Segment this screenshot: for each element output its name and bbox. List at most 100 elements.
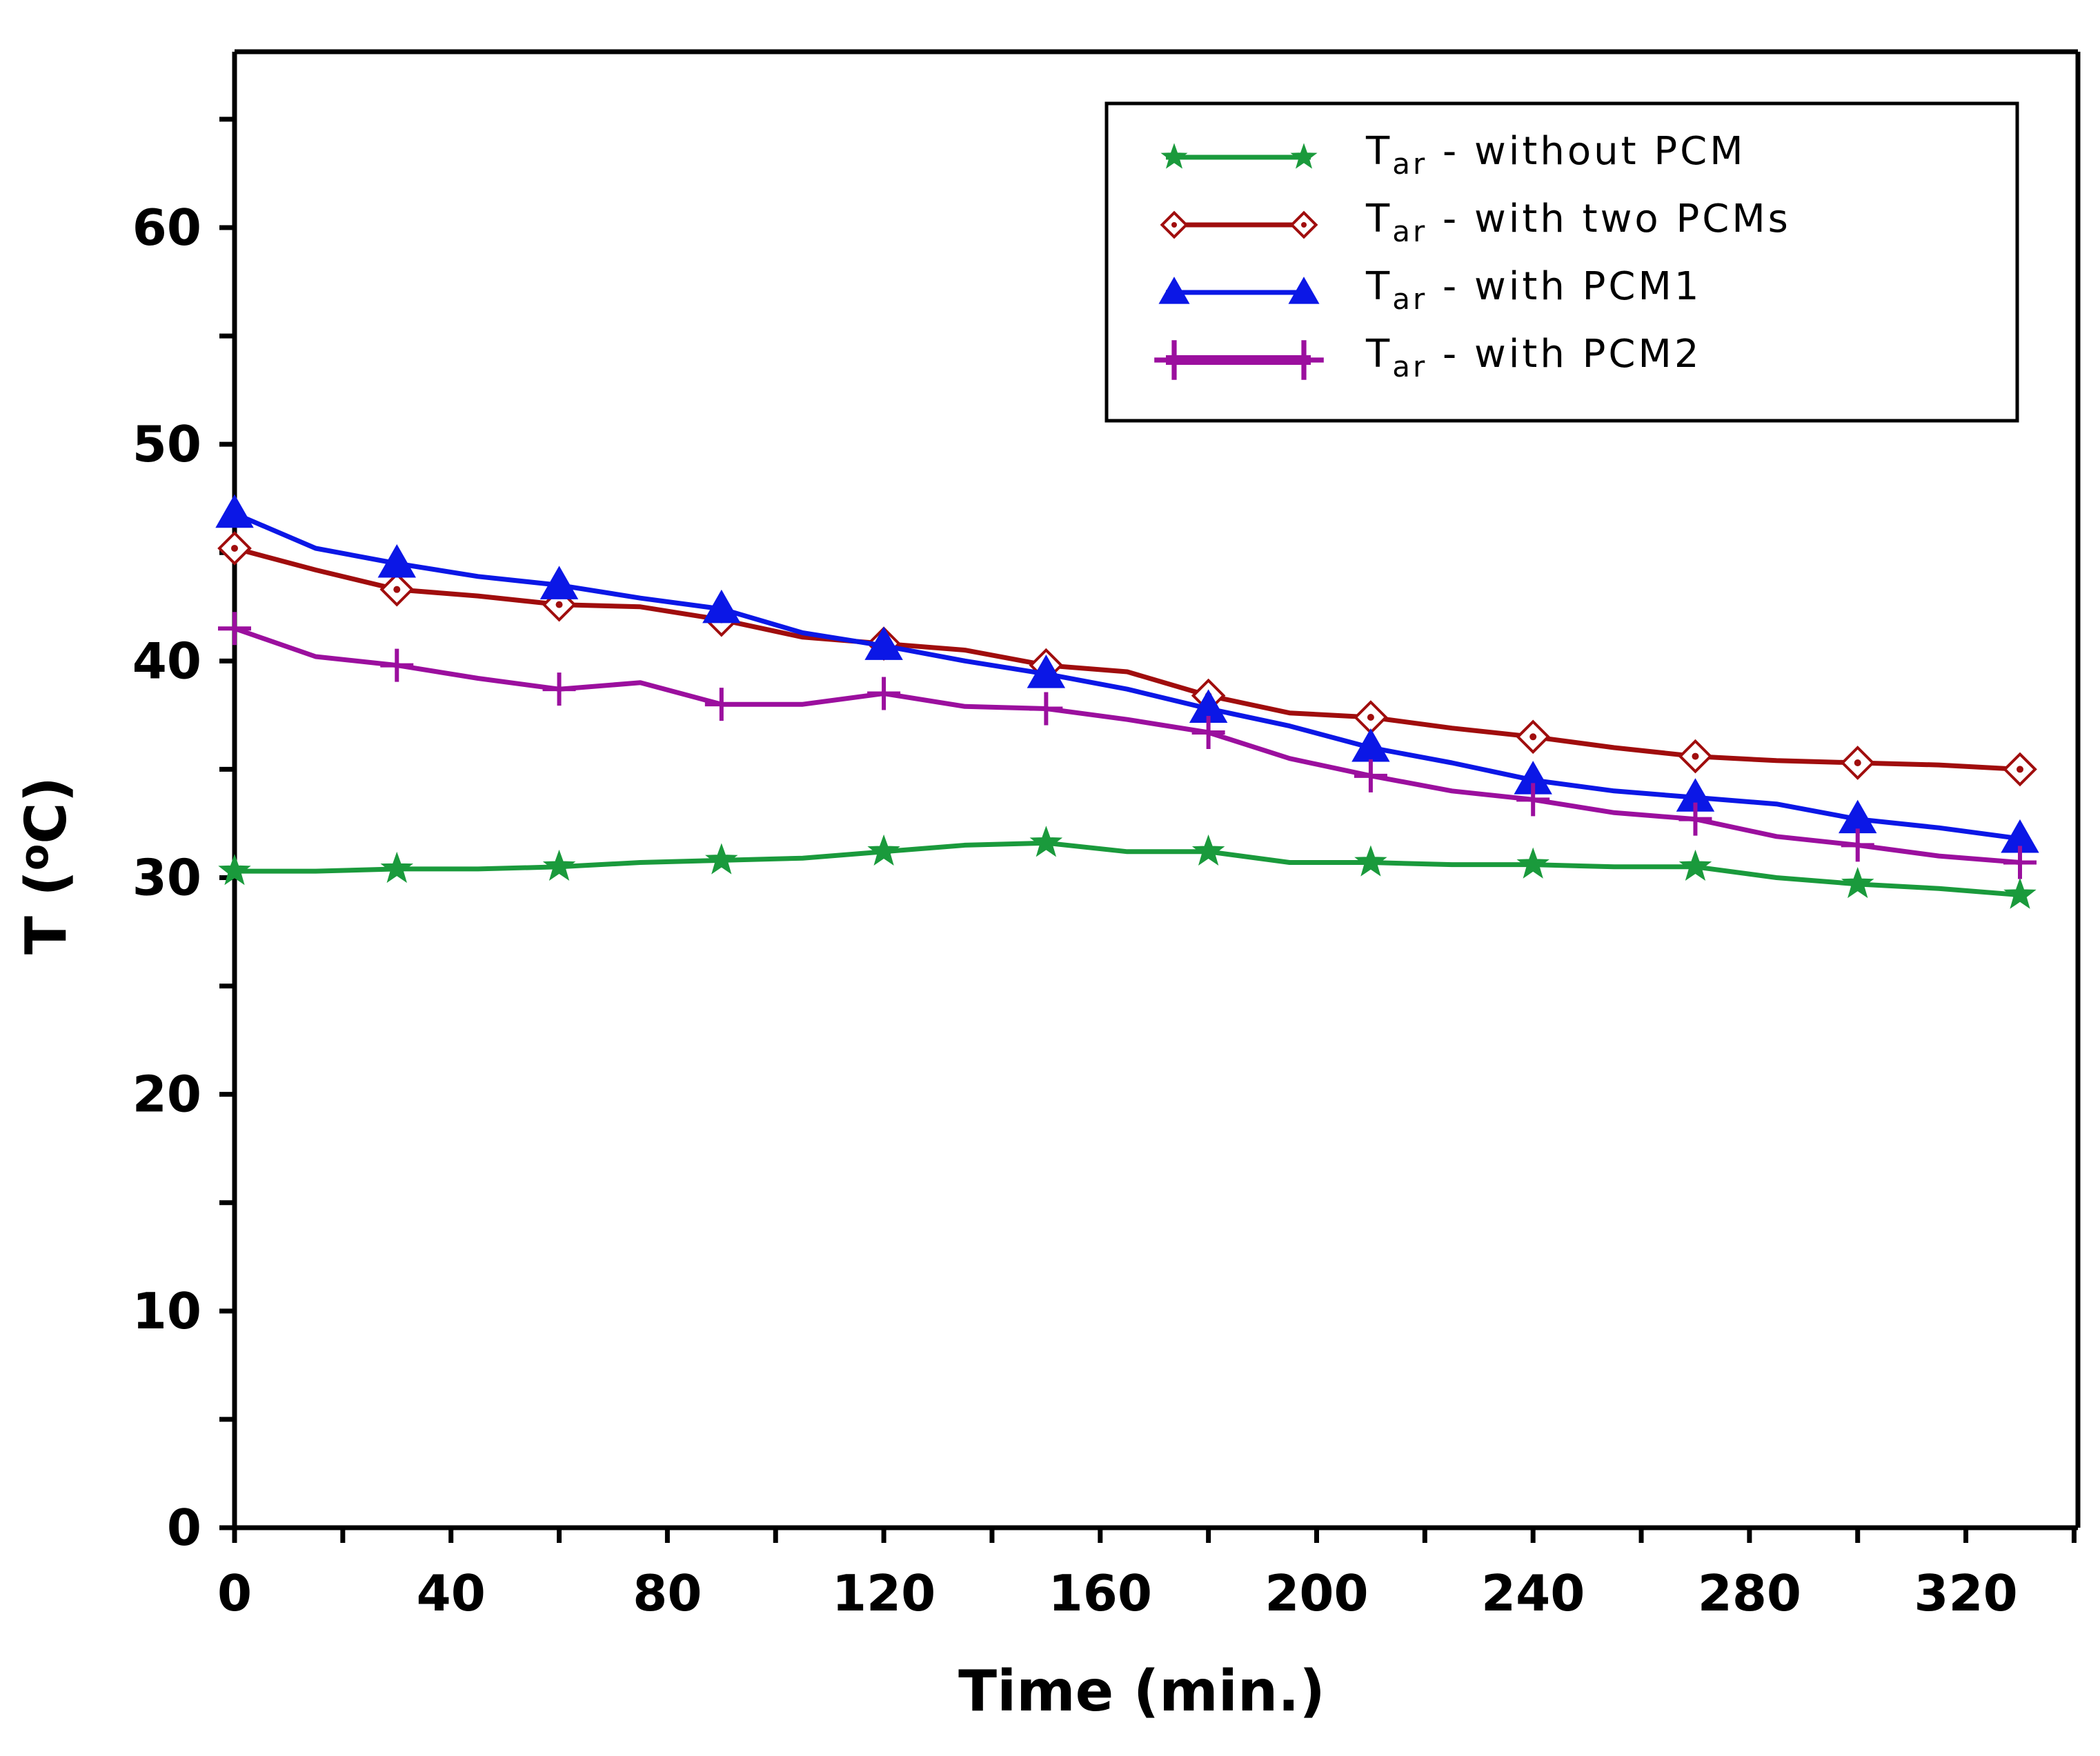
x-tick-label: 240 xyxy=(1481,1564,1585,1622)
y-tick-label: 0 xyxy=(167,1499,201,1557)
x-tick-label: 160 xyxy=(1049,1564,1152,1622)
data-point xyxy=(380,851,414,884)
data-point xyxy=(1841,828,1874,862)
series-line xyxy=(234,546,2021,772)
svg-text:Tar - with PCM2: Tar - with PCM2 xyxy=(1365,332,1701,383)
data-point xyxy=(2003,877,2037,909)
legend-symbol: T xyxy=(1365,264,1392,309)
data-marker-star xyxy=(705,843,738,875)
data-marker-triangle xyxy=(1158,277,1190,304)
data-point xyxy=(864,626,903,660)
data-marker-triangle xyxy=(539,566,579,599)
axes xyxy=(219,49,2081,1543)
series-line xyxy=(233,626,2021,865)
data-marker-diamond-dot xyxy=(1692,752,1699,760)
y-tick-label: 20 xyxy=(132,1066,201,1124)
data-marker-diamond-dot xyxy=(555,601,563,608)
legend-sample-1 xyxy=(1160,210,1318,239)
data-point xyxy=(218,854,251,886)
data-point xyxy=(1516,719,1551,755)
x-tick-label: 120 xyxy=(832,1564,935,1622)
x-tick-label: 40 xyxy=(417,1564,486,1622)
data-marker-star xyxy=(380,851,414,884)
legend-label: - with two PCMs xyxy=(1427,197,1791,241)
data-marker-star xyxy=(1029,826,1063,857)
data-marker-star xyxy=(1191,834,1225,866)
x-tick-label: 280 xyxy=(1698,1564,1801,1622)
data-point xyxy=(217,531,252,566)
y-axis-label-sup: o xyxy=(12,844,57,870)
data-marker-star xyxy=(867,834,900,866)
y-tick-label: 60 xyxy=(132,199,201,257)
x-axis-label: Time (min.) xyxy=(958,1659,1325,1724)
data-point xyxy=(1029,692,1063,726)
y-axis-label: T (oC) xyxy=(12,777,79,955)
legend-entry-with-two-pcms: Tar - with two PCMs xyxy=(1160,197,1791,248)
y-tick-label: 50 xyxy=(132,415,201,473)
legend-subscript: ar xyxy=(1392,350,1427,383)
data-point xyxy=(377,543,416,578)
x-tick-label: 320 xyxy=(1914,1564,2017,1622)
data-marker-diamond-dot xyxy=(231,544,238,552)
data-point xyxy=(1840,746,1875,780)
y-axis-label-main: T ( xyxy=(14,870,79,955)
data-marker-star xyxy=(542,849,576,881)
legend-entry-with-pcm1: Tar - with PCM1 xyxy=(1158,264,1701,316)
legend-sample-2 xyxy=(1158,277,1320,304)
data-marker-triangle xyxy=(1288,277,1320,304)
data-point xyxy=(215,494,254,528)
data-marker-star xyxy=(1354,845,1387,877)
data-point xyxy=(1029,826,1063,857)
data-point xyxy=(867,834,900,866)
legend-label: - without PCM xyxy=(1427,129,1745,174)
data-point xyxy=(1354,700,1388,735)
data-point xyxy=(1516,847,1549,879)
data-marker-star xyxy=(2003,877,2037,909)
series-line xyxy=(235,840,2021,898)
data-point xyxy=(379,572,415,607)
data-point xyxy=(539,566,579,599)
series-0 xyxy=(218,826,2037,909)
data-marker-diamond-dot xyxy=(1854,759,1861,766)
data-marker-star xyxy=(1516,847,1549,879)
legend-symbol: T xyxy=(1365,332,1392,377)
series-group xyxy=(215,494,2039,909)
y-tick-label: 10 xyxy=(132,1282,201,1340)
data-marker-star xyxy=(1678,849,1712,881)
data-marker-triangle xyxy=(1027,655,1066,688)
data-marker-diamond-dot xyxy=(2017,766,2023,773)
data-marker-triangle xyxy=(377,543,416,578)
y-axis-label-tail: C) xyxy=(14,777,79,844)
data-point xyxy=(542,672,576,706)
legend-label: - with PCM1 xyxy=(1427,264,1701,309)
tick-labels: 0 10 20 30 40 50 60 0 40 80 120 160 200 240 280 320 xyxy=(132,199,2018,1622)
legend-label: - with PCM2 xyxy=(1427,332,1701,377)
legend-entry-with-pcm2: Tar - with PCM2 xyxy=(1154,332,1701,383)
data-marker-diamond-dot xyxy=(393,586,401,593)
data-point xyxy=(867,677,901,710)
data-point xyxy=(1191,834,1225,866)
data-marker-diamond-dot xyxy=(1367,714,1374,721)
data-marker-triangle xyxy=(702,589,741,623)
data-marker-star xyxy=(1160,143,1188,169)
series-3 xyxy=(218,612,2037,879)
data-point xyxy=(542,849,576,881)
legend-subscript: ar xyxy=(1392,282,1427,316)
data-point xyxy=(2003,846,2037,879)
legend-entry-without-pcm: Tar - without PCM xyxy=(1160,129,1745,181)
data-point xyxy=(1678,849,1712,881)
data-point xyxy=(2003,752,2037,787)
y-tick-label: 30 xyxy=(132,849,201,907)
y-tick-label: 40 xyxy=(132,632,201,690)
legend-symbol: T xyxy=(1365,197,1392,241)
data-point xyxy=(705,843,738,875)
legend-subscript: ar xyxy=(1392,214,1427,248)
data-marker-star xyxy=(1290,143,1318,169)
data-marker-star xyxy=(218,854,251,886)
svg-text:Tar - with PCM1: Tar - with PCM1 xyxy=(1365,264,1701,316)
data-point xyxy=(704,688,738,721)
data-point xyxy=(380,648,414,682)
data-marker-triangle xyxy=(215,494,254,528)
data-point xyxy=(1678,739,1713,774)
data-marker-diamond-dot xyxy=(1301,222,1307,228)
